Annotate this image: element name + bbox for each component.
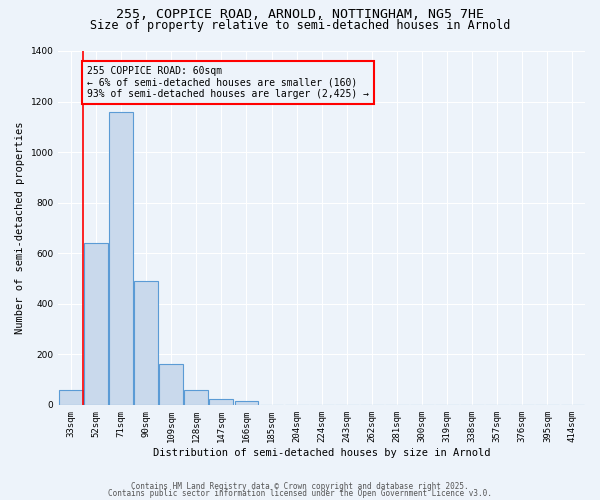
Text: Size of property relative to semi-detached houses in Arnold: Size of property relative to semi-detach… xyxy=(90,18,510,32)
Bar xyxy=(134,281,158,405)
Bar xyxy=(209,398,233,405)
Bar xyxy=(184,390,208,405)
Bar xyxy=(59,390,83,405)
Y-axis label: Number of semi-detached properties: Number of semi-detached properties xyxy=(15,122,25,334)
Bar xyxy=(84,243,108,405)
X-axis label: Distribution of semi-detached houses by size in Arnold: Distribution of semi-detached houses by … xyxy=(153,448,490,458)
Text: Contains HM Land Registry data © Crown copyright and database right 2025.: Contains HM Land Registry data © Crown c… xyxy=(131,482,469,491)
Bar xyxy=(235,401,259,405)
Text: Contains public sector information licensed under the Open Government Licence v3: Contains public sector information licen… xyxy=(108,489,492,498)
Text: 255, COPPICE ROAD, ARNOLD, NOTTINGHAM, NG5 7HE: 255, COPPICE ROAD, ARNOLD, NOTTINGHAM, N… xyxy=(116,8,484,20)
Bar xyxy=(109,112,133,405)
Text: 255 COPPICE ROAD: 60sqm
← 6% of semi-detached houses are smaller (160)
93% of se: 255 COPPICE ROAD: 60sqm ← 6% of semi-det… xyxy=(87,66,369,100)
Bar xyxy=(160,364,183,405)
